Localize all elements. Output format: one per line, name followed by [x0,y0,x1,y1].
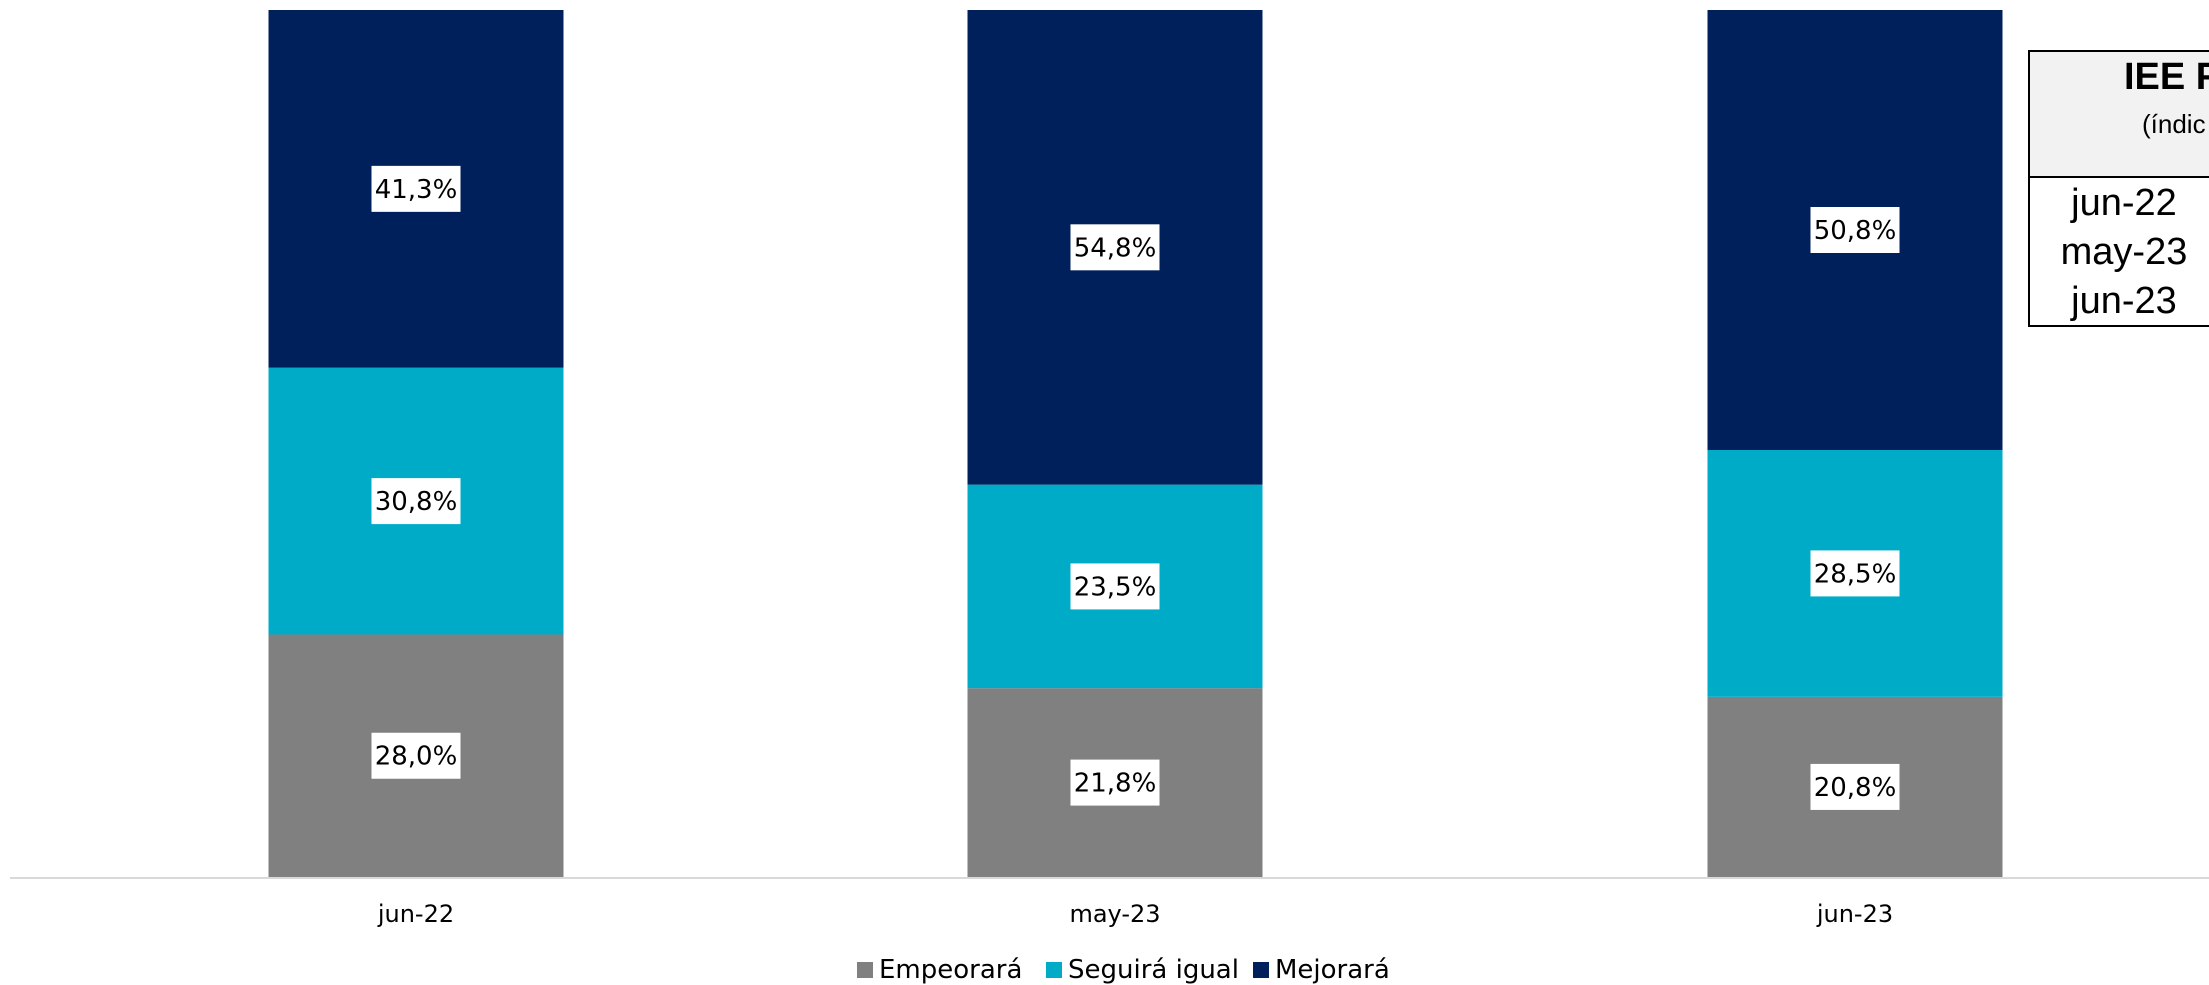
data-label-text: 50,8% [1814,216,1897,246]
x-tick-label: jun-22 [377,900,454,928]
legend-label: Empeorará [879,955,1022,985]
x-tick-label: may-23 [1069,900,1160,928]
iee-table-row-label: may-23 [2060,231,2188,273]
data-label-box [1070,563,1160,610]
data-label: 41,3% [371,165,461,212]
data-label-box [1810,763,1900,810]
data-label-text: 20,8% [1814,773,1897,803]
iee-table-row: jun-22 [2030,178,2209,227]
data-label: 20,8% [1810,763,1900,810]
iee-table-row-label: jun-22 [2071,182,2177,224]
data-label-text: 23,5% [1074,572,1157,602]
x-tick-label: jun-23 [1816,900,1893,928]
data-label: 50,8% [1810,206,1900,253]
data-label-text: 28,5% [1814,559,1897,589]
data-label-box [1810,550,1900,597]
data-label-box [1070,759,1160,806]
iee-table: IEE F (índic jun-22 may-23 jun-23 [2028,50,2209,327]
legend-swatch [1253,962,1269,978]
iee-table-row: jun-23 [2030,276,2209,325]
data-label-text: 54,8% [1074,233,1157,263]
data-label: 23,5% [1070,563,1160,610]
data-label-text: 21,8% [1074,769,1157,799]
data-label-box [371,478,461,525]
data-label-box [371,165,461,212]
data-label-box [371,732,461,779]
iee-table-row-label: jun-23 [2071,280,2177,322]
legend-swatch [857,962,873,978]
data-label: 30,8% [371,478,461,525]
data-label: 28,5% [1810,550,1900,597]
iee-table-subtitle: (índic [2142,109,2206,139]
data-label-text: 41,3% [375,175,458,205]
data-label-text: 30,8% [375,487,458,517]
data-label-text: 28,0% [375,742,458,772]
data-label: 28,0% [371,732,461,779]
data-label-box [1070,224,1160,271]
legend-label: Mejorará [1275,955,1390,985]
data-label: 54,8% [1070,224,1160,271]
data-label-box [1810,206,1900,253]
data-label: 21,8% [1070,759,1160,806]
iee-table-header: IEE F (índic [2030,52,2209,178]
iee-table-title: IEE F [2124,56,2209,98]
legend-swatch [1046,962,1062,978]
iee-table-row: may-23 [2030,227,2209,276]
legend-label: Seguirá igual [1068,955,1239,985]
